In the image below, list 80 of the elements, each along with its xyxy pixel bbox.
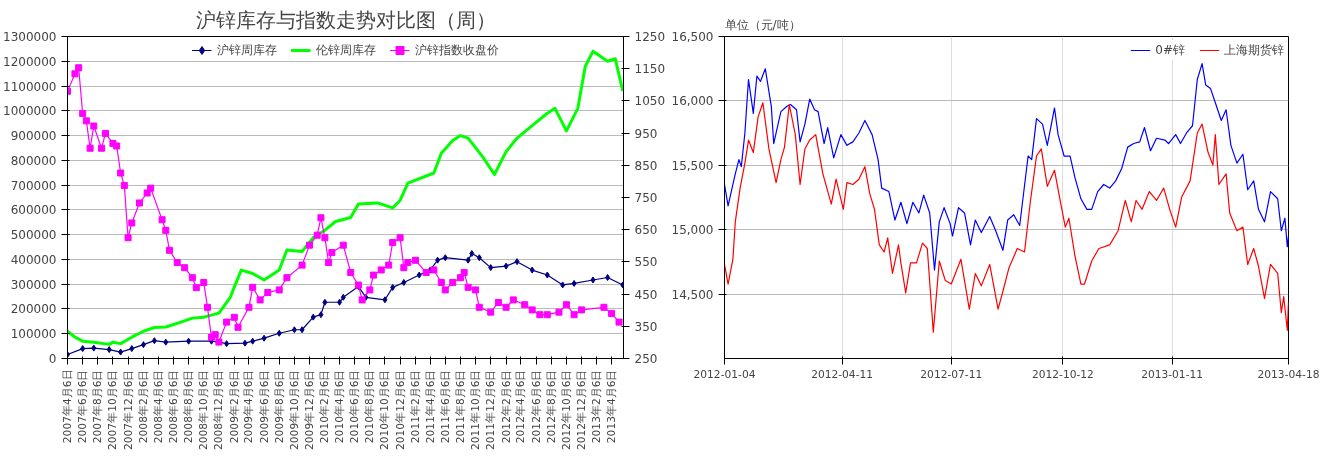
x-tick-label: 2007年12月6日 bbox=[121, 369, 135, 450]
y-tick-label: 1000000 bbox=[3, 104, 57, 119]
x-tick-label: 2012-04-11 bbox=[811, 367, 874, 381]
x-tick-label: 2011年8月6日 bbox=[453, 369, 467, 444]
x-tick-label: 2012年8月6日 bbox=[544, 369, 558, 444]
y-tick-label: 500000 bbox=[10, 228, 57, 243]
y2-tick-label: 1050 bbox=[634, 94, 666, 109]
x-tick-label: 2009年4月6日 bbox=[242, 369, 256, 444]
x-tick-label: 2010年6月6日 bbox=[348, 369, 362, 444]
y-tick-label: 14,500 bbox=[671, 287, 714, 302]
y2-tick-label: 750 bbox=[634, 191, 658, 205]
x-tick-label: 2008年2月6日 bbox=[136, 369, 150, 444]
legend-label: 沪锌周库存 bbox=[216, 41, 277, 59]
y2-tick-label: 950 bbox=[634, 126, 658, 141]
x-tick-label: 2012年10月6日 bbox=[559, 369, 573, 450]
chart-title: 沪锌库存与指数走势对比图（周） bbox=[195, 7, 496, 32]
x-tick-label: 2012-10-12 bbox=[1031, 367, 1094, 381]
y-tick-label: 700000 bbox=[10, 178, 57, 193]
y-tick-label: 1100000 bbox=[3, 79, 57, 94]
y2-tick-label: 550 bbox=[634, 255, 658, 270]
x-tick-label: 2007年6月6日 bbox=[76, 369, 90, 444]
x-tick-label: 2013-01-11 bbox=[1141, 367, 1204, 381]
y-tick-label: 600000 bbox=[10, 203, 57, 218]
x-tick-label: 2007年10月6日 bbox=[106, 369, 120, 450]
legend-label: 沪锌指数收盘价 bbox=[414, 41, 499, 59]
x-tick-label: 2007年4月6日 bbox=[61, 369, 74, 444]
y-tick-label: 800000 bbox=[10, 153, 57, 168]
x-tick-label: 2008年4月6日 bbox=[151, 369, 165, 444]
y-tick-label: 300000 bbox=[10, 277, 57, 292]
x-tick-label: 2009年12月6日 bbox=[303, 369, 317, 450]
y2-tick-label: 650 bbox=[634, 223, 658, 238]
y-tick-label: 100000 bbox=[10, 327, 57, 342]
y-tick-label: 16,500 bbox=[671, 30, 714, 44]
x-tick-label: 2010年8月6日 bbox=[363, 369, 377, 444]
legend-label: 上海期货锌 bbox=[1224, 41, 1284, 59]
y-tick-label: 15,500 bbox=[671, 158, 714, 173]
x-tick-label: 2009年2月6日 bbox=[227, 369, 241, 444]
y2-tick-label: 1150 bbox=[634, 62, 666, 77]
y2-tick-label: 250 bbox=[634, 352, 658, 366]
x-tick-label: 2012年12月6日 bbox=[575, 369, 589, 450]
y-tick-label: 200000 bbox=[10, 302, 57, 317]
x-tick-label: 2010年12月6日 bbox=[393, 369, 407, 450]
x-tick-label: 2009年6月6日 bbox=[257, 369, 271, 444]
y2-tick-label: 1250 bbox=[634, 30, 666, 44]
x-tick-label: 2012年6月6日 bbox=[529, 369, 543, 444]
x-tick-label: 2009年8月6日 bbox=[272, 369, 286, 444]
x-tick-label: 2011年4月6日 bbox=[423, 369, 437, 444]
x-tick-label: 2012-07-11 bbox=[920, 367, 983, 381]
y2-tick-label: 850 bbox=[634, 158, 658, 173]
y-tick-label: 1300000 bbox=[3, 30, 57, 44]
y-tick-label: 15,000 bbox=[671, 223, 714, 238]
y-tick-label: 1200000 bbox=[3, 54, 57, 69]
x-tick-label: 2008年12月6日 bbox=[212, 369, 226, 450]
x-tick-label: 2007年8月6日 bbox=[91, 369, 105, 444]
x-tick-label: 2013年4月6日 bbox=[605, 369, 619, 444]
y-tick-label: 400000 bbox=[10, 252, 57, 267]
x-tick-label: 2009年10月6日 bbox=[287, 369, 301, 450]
x-tick-label: 2011年6月6日 bbox=[438, 369, 452, 444]
x-tick-label: 2012-01-04 bbox=[693, 367, 756, 381]
x-tick-label: 2010年10月6日 bbox=[378, 369, 392, 450]
x-tick-label: 2012年2月6日 bbox=[499, 369, 513, 444]
y-tick-label: 900000 bbox=[10, 129, 57, 144]
x-tick-label: 2008年6月6日 bbox=[166, 369, 180, 444]
legend-label: 0#锌 bbox=[1155, 41, 1185, 59]
x-tick-label: 2013年2月6日 bbox=[590, 369, 604, 444]
y2-tick-label: 350 bbox=[634, 319, 658, 334]
y-axis-title: 单位（元/吨） bbox=[724, 17, 801, 32]
x-tick-label: 2008年8月6日 bbox=[182, 369, 196, 444]
x-tick-label: 2010年2月6日 bbox=[318, 369, 332, 444]
x-tick-label: 2008年10月6日 bbox=[197, 369, 211, 450]
x-tick-label: 2012年4月6日 bbox=[514, 369, 528, 444]
y2-tick-label: 450 bbox=[634, 287, 658, 302]
y-tick-label: 0 bbox=[48, 352, 57, 366]
x-tick-label: 2011年2月6日 bbox=[409, 369, 422, 444]
x-tick-label: 2011年12月6日 bbox=[484, 369, 498, 450]
y-tick-label: 16,000 bbox=[671, 94, 714, 109]
x-tick-label: 2011年10月6日 bbox=[469, 369, 483, 450]
x-tick-label: 2010年4月6日 bbox=[333, 369, 347, 444]
x-tick-label: 2013-04-18 bbox=[1257, 367, 1320, 381]
legend-label: 伦锌周库存 bbox=[315, 41, 376, 59]
